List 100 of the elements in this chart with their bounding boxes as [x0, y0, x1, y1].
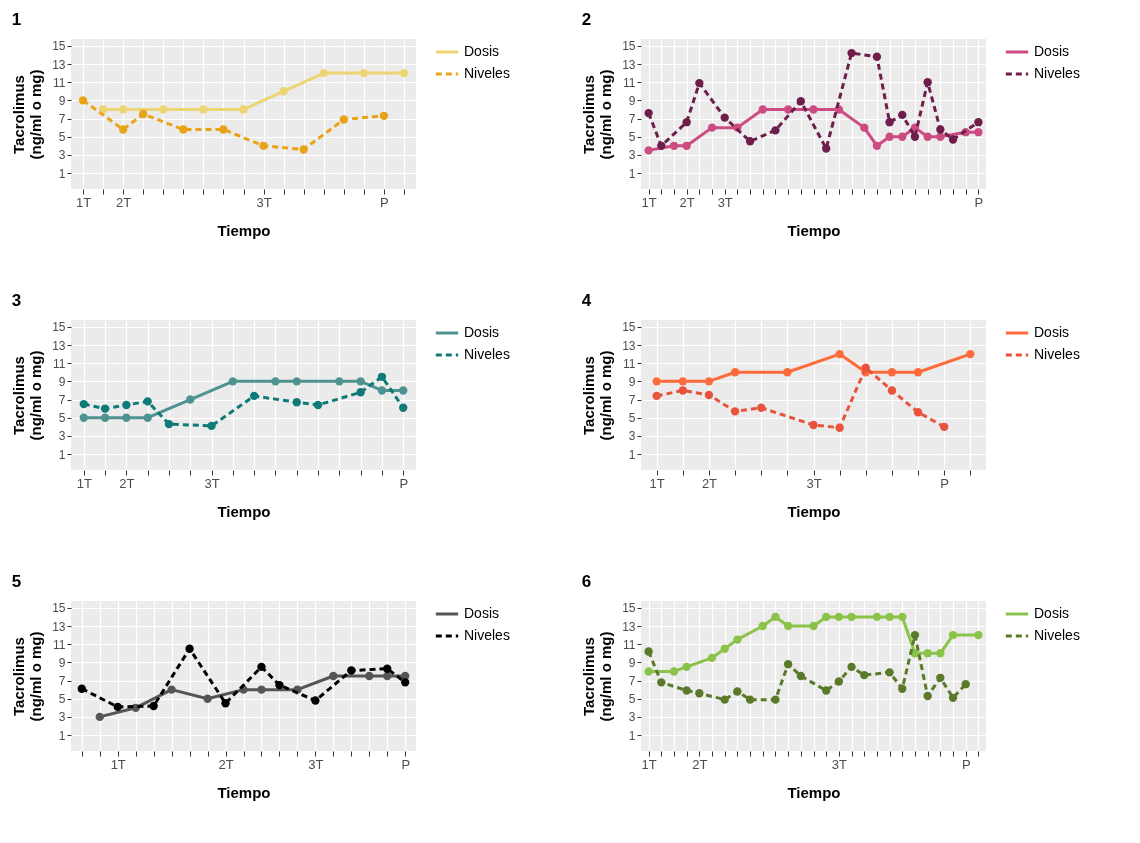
y-tick-label: 13	[622, 338, 636, 353]
x-tick-label: 3T	[806, 475, 822, 491]
x-tick-label: P	[401, 756, 411, 772]
point	[974, 118, 983, 127]
y-axis-title: Tacrolimus (ng/ml o mg)	[580, 631, 615, 722]
point	[771, 695, 780, 704]
x-tick-label: P	[940, 475, 950, 491]
point	[847, 48, 856, 58]
y-tick-label: 9	[628, 655, 636, 670]
point	[118, 125, 128, 134]
point	[898, 612, 907, 622]
point	[185, 644, 194, 653]
point	[809, 105, 818, 114]
y-tick-label: 7	[628, 674, 636, 689]
y-tick-label: 5	[628, 692, 636, 707]
point	[644, 108, 653, 118]
point	[733, 687, 742, 696]
legend-label: Dosis	[1034, 605, 1070, 621]
point	[910, 630, 920, 640]
point	[885, 612, 894, 622]
point	[678, 377, 687, 386]
x-tick-label: 1T	[75, 194, 92, 210]
point	[898, 684, 907, 693]
point	[678, 386, 687, 395]
y-tick-label: 7	[58, 393, 66, 408]
legend-label: Niveles	[1034, 627, 1080, 643]
y-tick-label: 5	[628, 411, 636, 426]
y-tick-label: 13	[622, 619, 636, 634]
point	[720, 644, 729, 653]
point	[936, 649, 945, 658]
y-tick-label: 3	[628, 148, 636, 163]
y-tick-label: 5	[628, 130, 636, 145]
chart-title: 4	[581, 291, 592, 310]
point	[885, 668, 894, 677]
legend-label: Dosis	[1034, 43, 1070, 59]
x-axis-title: Tiempo	[787, 783, 841, 801]
y-tick-label: 9	[58, 93, 66, 108]
point	[707, 123, 717, 132]
point	[783, 368, 792, 377]
y-tick-label: 3	[628, 429, 636, 444]
point	[98, 105, 108, 114]
y-tick-label: 3	[58, 148, 66, 163]
point	[834, 677, 844, 686]
y-axis-title: Tacrolimus (ng/ml o mg)	[580, 69, 615, 160]
y-tick-label: 3	[58, 710, 66, 725]
y-tick-label: 7	[58, 674, 66, 689]
legend-label: Niveles	[464, 65, 510, 81]
x-tick-label: 3T	[204, 475, 220, 491]
point	[720, 113, 729, 122]
point	[143, 397, 152, 406]
x-tick-label: 1T	[641, 756, 657, 772]
point	[704, 377, 714, 386]
y-tick-label: 3	[58, 429, 66, 444]
point	[913, 368, 923, 377]
point	[79, 399, 88, 409]
point	[652, 391, 661, 401]
y-tick-label: 11	[623, 75, 636, 90]
point	[644, 647, 653, 656]
point	[149, 701, 158, 711]
point	[78, 96, 88, 105]
point	[923, 78, 932, 87]
point	[143, 413, 152, 422]
point	[940, 422, 949, 431]
point	[923, 132, 932, 141]
point	[961, 680, 970, 689]
y-tick-label: 1	[628, 447, 636, 462]
legend-label: Niveles	[464, 346, 510, 362]
point	[757, 403, 766, 412]
point	[974, 630, 983, 640]
point	[898, 132, 907, 141]
point	[861, 363, 870, 372]
y-tick-label: 15	[52, 320, 66, 335]
chart-title: 1	[11, 10, 22, 29]
y-tick-label: 5	[58, 692, 66, 707]
point	[347, 666, 356, 675]
point	[259, 141, 268, 150]
x-axis-title: Tiempo	[787, 221, 841, 239]
x-axis-title: Tiempo	[217, 221, 271, 239]
point	[271, 377, 280, 386]
y-tick-label: 15	[622, 320, 636, 335]
x-axis-title: Tiempo	[217, 783, 271, 801]
point	[113, 702, 122, 712]
point	[771, 612, 780, 622]
y-tick-label: 11	[53, 356, 66, 371]
legend-label: Dosis	[464, 605, 500, 621]
point	[704, 390, 714, 400]
x-tick-label: 3T	[831, 756, 848, 772]
point	[771, 126, 780, 135]
point	[730, 407, 740, 416]
point	[695, 689, 704, 698]
x-tick-label: P	[961, 756, 971, 772]
y-tick-label: 9	[628, 93, 636, 108]
point	[910, 132, 920, 141]
y-tick-label: 13	[52, 619, 66, 634]
point	[835, 349, 844, 359]
legend-label: Niveles	[1034, 346, 1080, 362]
y-tick-label: 1	[628, 728, 636, 743]
point	[279, 87, 288, 96]
point	[329, 671, 338, 681]
point	[887, 386, 897, 395]
